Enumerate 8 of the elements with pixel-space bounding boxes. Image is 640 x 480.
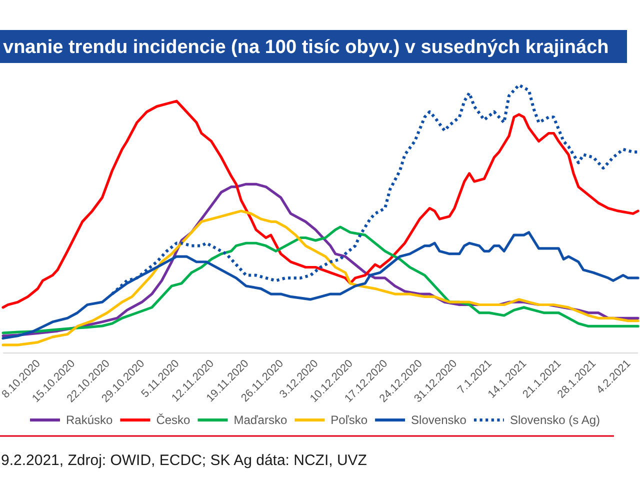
legend-label: Rakúsko	[66, 413, 114, 427]
chart-title: vnanie trendu incidencie (na 100 tisíc obyv.) v susedných krajinách	[3, 37, 609, 58]
legend-label: Slovensko (s Ag)	[510, 413, 600, 427]
legend-label: Slovensko	[411, 413, 467, 427]
text: 9.2.2021, Zdroj: OWID, ECDC; SK Ag dáta: NCZI, UVZ	[1, 452, 367, 469]
legend-label: Poľsko	[330, 413, 368, 427]
legend-label: Česko	[156, 413, 191, 427]
legend-label: Maďarsko	[234, 413, 288, 427]
